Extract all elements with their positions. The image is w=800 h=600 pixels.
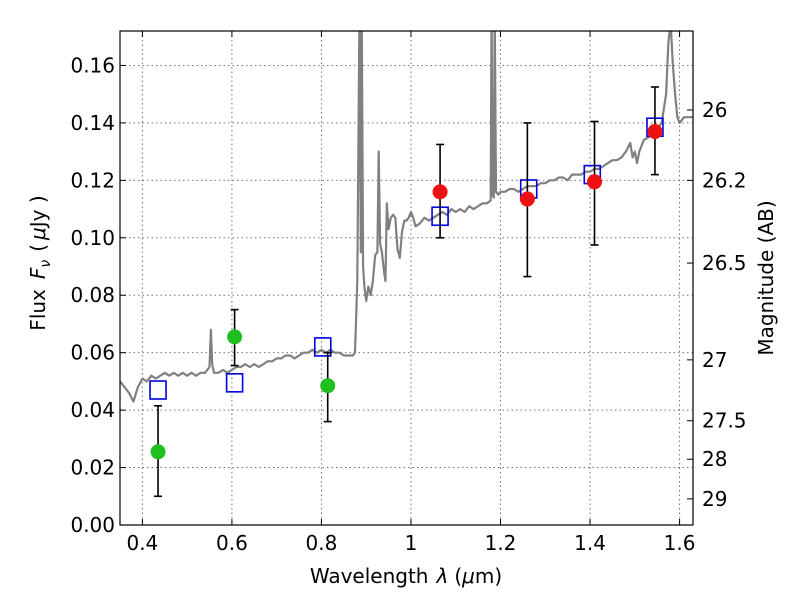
y-axis-label: FluxFν(μJy ) xyxy=(26,195,54,330)
y-tick-label: 0.08 xyxy=(70,283,115,307)
y-tick-label: 0.12 xyxy=(70,168,115,192)
y-tick-label: 0.00 xyxy=(70,513,115,537)
x-tick-label: 1.4 xyxy=(574,531,606,555)
mag-tick-label: 27 xyxy=(702,348,727,372)
mag-tick-label: 26.2 xyxy=(702,168,747,192)
y-tick-label: 0.02 xyxy=(70,456,115,480)
y-tick-label: 0.14 xyxy=(70,111,115,135)
y-tick-label: 0.10 xyxy=(70,226,115,250)
x-tick-label: 0.6 xyxy=(216,531,248,555)
mag-tick-label: 27.5 xyxy=(702,409,747,433)
mag-tick-label: 29 xyxy=(702,487,727,511)
mag-tick-label: 26.5 xyxy=(702,251,747,275)
red-data-point xyxy=(432,184,448,200)
model-spectrum-line xyxy=(120,31,693,403)
green-data-point xyxy=(227,329,243,345)
green-data-point xyxy=(150,444,166,460)
mag-tick-label: 28 xyxy=(702,447,727,471)
red-data-point xyxy=(587,174,603,190)
model-photometry-box xyxy=(225,373,244,393)
plot-frame xyxy=(119,30,694,526)
y-tick-label: 0.04 xyxy=(70,398,115,422)
x-tick-label: 1.2 xyxy=(485,531,517,555)
axis-ticks: 0.4 0.6 0.8 1 1.2 1.4 1.6 0.00 0.02 0.04 0.06 0.08 0… xyxy=(70,31,747,555)
mag-tick-label: 26 xyxy=(702,98,727,122)
model-photometry-box xyxy=(313,337,332,357)
x-tick-label: 0.8 xyxy=(306,531,338,555)
x-axis-label: Wavelength λ (μm) xyxy=(310,564,502,588)
x-tick-label: 1 xyxy=(405,531,418,555)
green-data-point xyxy=(320,378,336,394)
model-photometry-box xyxy=(149,380,167,400)
plot-area xyxy=(120,31,693,498)
y2-axis-label: Magnitude (AB) xyxy=(754,200,778,355)
red-data-point xyxy=(647,124,663,140)
x-tick-label: 0.4 xyxy=(126,531,158,555)
y-tick-label: 0.06 xyxy=(70,341,115,365)
red-data-point xyxy=(519,191,535,207)
x-tick-label: 1.6 xyxy=(664,531,696,555)
y-tick-label: 0.16 xyxy=(70,53,115,77)
